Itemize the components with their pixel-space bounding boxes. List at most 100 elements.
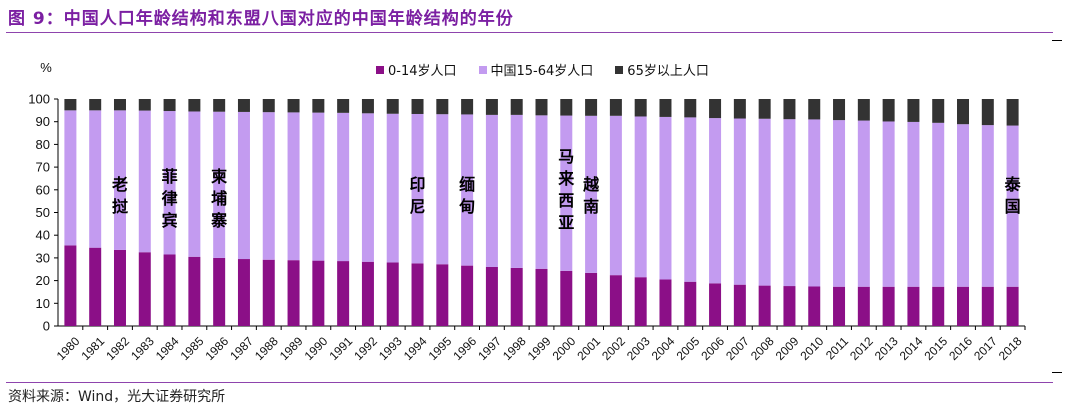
bar-2004-series-0: [659, 279, 672, 326]
bar-2015-series-0: [932, 286, 945, 326]
x-tick-label-2007: 2007: [723, 334, 752, 363]
bar-2010-series-2: [808, 99, 821, 120]
x-tick-label-1989: 1989: [277, 334, 306, 363]
bar-2011-series-0: [833, 286, 846, 326]
bar-2002-series-0: [609, 275, 622, 326]
bar-1998-series-1: [510, 114, 523, 268]
bar-1996-series-2: [461, 99, 474, 115]
bar-1982-series-2: [113, 99, 126, 111]
bar-1982-series-0: [113, 249, 126, 326]
bar-2005-series-1: [684, 117, 697, 282]
corner-mark-bottom: [1052, 372, 1062, 373]
bar-1989-series-2: [287, 99, 300, 113]
bar-1999-series-1: [535, 115, 548, 269]
bar-2001-series-2: [585, 99, 598, 116]
y-tick-label-50: 50: [36, 205, 50, 220]
bar-1984-series-1: [163, 111, 176, 255]
bar-2007-series-2: [733, 99, 746, 119]
bar-2002-series-1: [609, 115, 622, 276]
bar-2004-series-2: [659, 99, 672, 117]
bar-2000-series-2: [560, 99, 573, 116]
bar-2011-series-2: [833, 99, 846, 121]
bar-1986-series-2: [213, 99, 226, 112]
bar-2012-series-1: [857, 120, 870, 287]
x-tick-label-2016: 2016: [946, 334, 975, 363]
bar-1997-series-0: [485, 266, 498, 326]
x-tick-label-1995: 1995: [426, 334, 455, 363]
bar-2003-series-2: [634, 99, 647, 117]
x-tick-label-2004: 2004: [649, 334, 678, 363]
legend-swatch-young: [376, 65, 384, 74]
annotation-2018: 泰国: [1004, 175, 1022, 216]
bar-1992-series-2: [361, 99, 374, 114]
bar-2016-series-2: [957, 99, 970, 125]
x-tick-label-2010: 2010: [798, 334, 827, 363]
x-tick-label-1988: 1988: [252, 334, 281, 363]
bar-1990-series-0: [312, 260, 325, 326]
legend-label-working: 中国15-64岁人口: [490, 64, 594, 79]
bar-2001-series-1: [585, 115, 598, 273]
annotation-1996: 缅甸: [458, 175, 475, 216]
bar-2017-series-1: [981, 125, 994, 287]
bar-1982-series-1: [113, 110, 126, 250]
x-tick-label-1998: 1998: [500, 334, 529, 363]
bar-2000-series-0: [560, 270, 573, 326]
bar-1981-series-2: [89, 99, 102, 111]
footer-divider: [6, 382, 1053, 383]
bar-1994-series-2: [411, 99, 424, 114]
bar-1993-series-0: [386, 262, 399, 326]
annotation-1986: 柬埔寨: [210, 167, 227, 230]
bar-2009-series-0: [783, 286, 796, 326]
bar-2007-series-0: [733, 284, 746, 326]
bar-1991-series-1: [337, 112, 350, 262]
x-tick-label-2002: 2002: [599, 334, 628, 363]
bar-2014-series-1: [907, 121, 920, 287]
bar-1998-series-0: [510, 267, 523, 326]
bar-1993-series-2: [386, 99, 399, 114]
title-divider: [6, 32, 1053, 33]
bar-2017-series-2: [981, 99, 994, 126]
x-tick-label-2013: 2013: [872, 334, 901, 363]
bar-1987-series-1: [237, 111, 250, 260]
legend-swatch-working: [478, 65, 487, 74]
y-tick-label-0: 0: [43, 319, 50, 334]
x-tick-label-2001: 2001: [574, 334, 603, 363]
bar-1984-series-0: [163, 254, 176, 326]
x-tick-label-2008: 2008: [748, 334, 777, 363]
x-tick-label-1997: 1997: [475, 334, 504, 363]
legend-item-old: 65岁以上人口: [615, 60, 709, 79]
bar-1988-series-0: [262, 259, 275, 326]
annotation-2000: 马来西亚: [557, 147, 575, 232]
legend-label-old: 65岁以上人口: [627, 64, 709, 79]
y-tick-label-60: 60: [36, 182, 50, 197]
x-tick-label-1984: 1984: [153, 334, 182, 363]
bar-1987-series-2: [237, 99, 250, 112]
bar-2017-series-0: [981, 286, 994, 326]
x-tick-label-1981: 1981: [78, 334, 107, 363]
bar-1980-series-0: [64, 245, 77, 326]
x-tick-label-1991: 1991: [326, 334, 355, 363]
bar-2010-series-0: [808, 286, 821, 326]
bar-2003-series-0: [634, 277, 647, 326]
bar-1983-series-0: [138, 252, 151, 326]
x-tick-label-2003: 2003: [624, 334, 653, 363]
legend-item-working: 中国15-64岁人口: [478, 60, 594, 79]
x-tick-label-1980: 1980: [54, 334, 83, 363]
bar-2007-series-1: [733, 118, 746, 285]
bar-2018-series-2: [1006, 99, 1019, 126]
bar-2012-series-2: [857, 99, 870, 121]
bar-1997-series-1: [485, 114, 498, 267]
bar-1998-series-2: [510, 99, 523, 115]
source-note: 资料来源：Wind，光大证券研究所: [8, 389, 226, 405]
bar-2013-series-1: [882, 121, 895, 287]
y-tick-label-100: 100: [28, 92, 50, 107]
bar-2001-series-0: [585, 272, 598, 326]
annotation-1994: 印尼: [410, 175, 426, 216]
bar-2006-series-1: [709, 118, 722, 284]
y-tick-label-30: 30: [36, 250, 50, 265]
bar-2005-series-0: [684, 281, 697, 326]
annotation-1984: 菲律宾: [162, 167, 178, 230]
bar-2018-series-0: [1006, 286, 1019, 326]
bar-1986-series-1: [213, 111, 226, 258]
bar-1980-series-1: [64, 110, 77, 246]
